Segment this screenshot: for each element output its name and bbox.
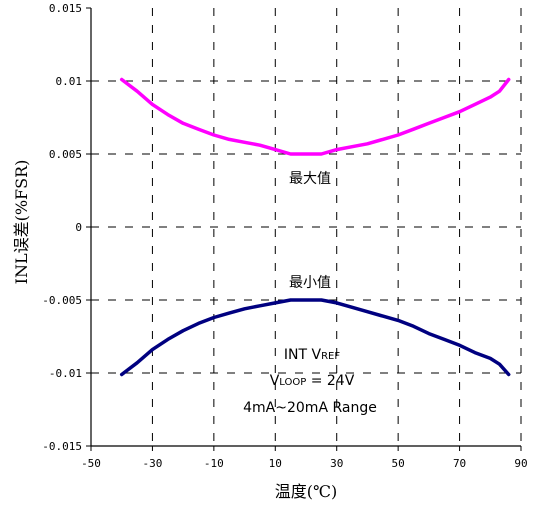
ticks: -50 -30 -10 10 30 50 70 90 0.015 0.01 0.005 0 -0.005… — [42, 2, 527, 470]
y-tick-label-3: 0 — [75, 221, 82, 234]
series-label-min: 最小值 — [289, 275, 331, 291]
annotation-range: 4mA~20mA Range — [243, 400, 377, 416]
annotation-v: V — [270, 373, 280, 389]
annotation-vloop-value: = 24V — [306, 373, 354, 389]
annotation-int-v: INT V — [284, 347, 322, 363]
x-tick-label-3: 10 — [269, 457, 282, 470]
x-tick-label-0: -50 — [81, 457, 101, 470]
x-tick-label-6: 70 — [453, 457, 466, 470]
y-tick-label-0: 0.015 — [49, 2, 82, 15]
y-tick-label-5: -0.01 — [49, 367, 82, 380]
x-axis-title: 温度(℃) — [275, 482, 337, 501]
series-line-0 — [119, 77, 511, 156]
x-tick-label-1: -30 — [142, 457, 162, 470]
x-tick-label-7: 90 — [514, 457, 527, 470]
annotation-int-vref: INT VREF — [284, 347, 340, 363]
grid — [91, 8, 522, 446]
y-tick-label-4: -0.005 — [42, 294, 82, 307]
annotation-vloop: VLOOP = 24V — [270, 373, 355, 389]
series-label-max: 最大值 — [289, 171, 331, 187]
series-line-1 — [119, 298, 511, 377]
y-tick-label-6: -0.015 — [42, 440, 82, 453]
x-tick-label-2: -10 — [204, 457, 224, 470]
y-tick-label-1: 0.01 — [56, 75, 83, 88]
y-tick-label-2: 0.005 — [49, 148, 82, 161]
x-tick-label-4: 30 — [330, 457, 343, 470]
annotation-ref: REF — [321, 351, 340, 362]
y-axis-title: INL误差(%FSR) — [12, 160, 31, 285]
annotation-loop: LOOP — [279, 377, 306, 388]
x-tick-label-5: 50 — [392, 457, 405, 470]
series-lines — [119, 77, 511, 377]
